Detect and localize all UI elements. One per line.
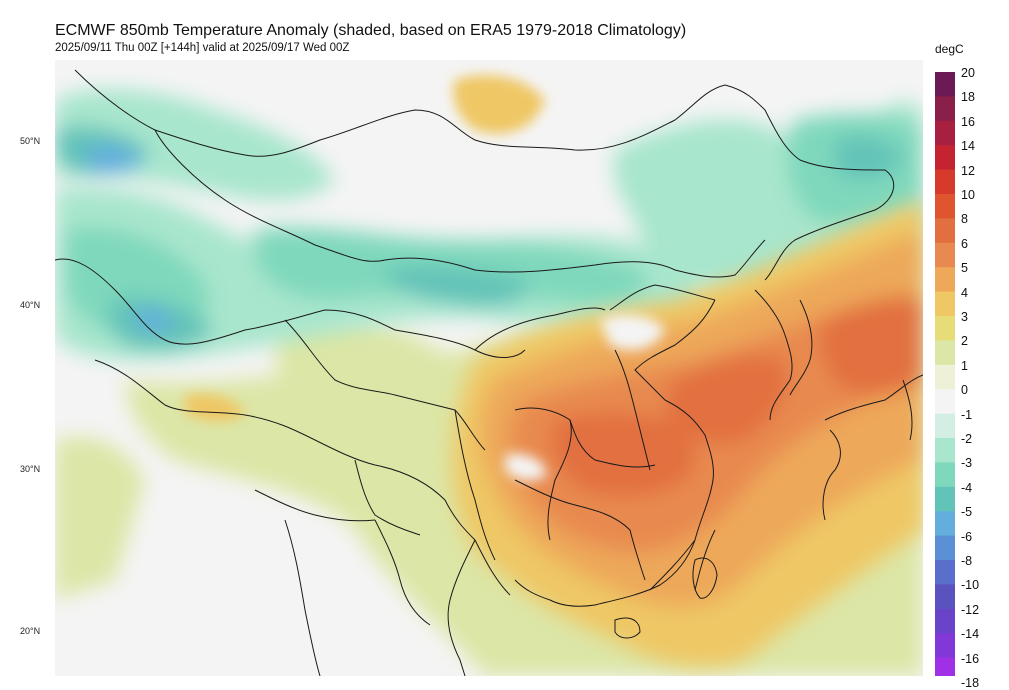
colorbar-swatch xyxy=(935,291,955,317)
colorbar xyxy=(935,72,955,690)
colorbar-swatch xyxy=(935,584,955,610)
colorbar-tick-label: -2 xyxy=(961,432,973,446)
colorbar-tick-label: 14 xyxy=(961,139,975,154)
anomaly-shading-warm xyxy=(452,200,923,667)
colorbar-swatch xyxy=(935,535,955,561)
colorbar-swatch xyxy=(935,462,955,488)
colorbar-unit: degC xyxy=(935,42,964,56)
colorbar-swatch xyxy=(935,657,955,683)
colorbar-swatch xyxy=(935,267,955,293)
colorbar-swatches xyxy=(935,72,955,690)
colorbar-swatch xyxy=(935,72,955,97)
colorbar-tick-label: 5 xyxy=(961,261,968,276)
colorbar-tick-label: -4 xyxy=(961,480,973,495)
colorbar-swatch xyxy=(935,218,955,244)
colorbar-swatch xyxy=(935,438,955,463)
colorbar-swatch xyxy=(935,340,955,366)
colorbar-tick-label: 20 xyxy=(961,66,975,80)
latitude-label-20n: 20°N xyxy=(20,626,41,636)
colorbar-tick-label: -3 xyxy=(961,456,973,471)
colorbar-swatch xyxy=(935,511,955,537)
colorbar-swatch xyxy=(935,560,955,585)
colorbar-swatch xyxy=(935,364,955,390)
colorbar-swatch xyxy=(935,316,955,341)
colorbar-tick-label: -12 xyxy=(961,602,980,617)
colorbar-swatch xyxy=(935,633,955,659)
colorbar-swatch xyxy=(935,194,955,219)
colorbar-tick-label: 4 xyxy=(961,285,968,300)
colorbar-tick-label: 18 xyxy=(961,90,975,105)
colorbar-tick-label: 16 xyxy=(961,114,975,129)
colorbar-tick-label: 3 xyxy=(961,310,968,324)
colorbar-swatch xyxy=(935,120,955,146)
colorbar-tick-label: 1 xyxy=(961,358,968,373)
islands-outline xyxy=(614,374,923,639)
anomaly-shading-patches xyxy=(185,75,665,481)
colorbar-tick-label: 6 xyxy=(961,236,968,251)
colorbar-tick-label: 8 xyxy=(961,212,968,227)
colorbar-swatch xyxy=(935,96,955,122)
colorbar-tick-label: -18 xyxy=(961,676,980,690)
colorbar-tick-label: 12 xyxy=(961,163,975,178)
colorbar-tick-label: -14 xyxy=(961,627,980,642)
colorbar-tick-label: -8 xyxy=(961,554,973,568)
colorbar-tick-label: -16 xyxy=(961,651,980,666)
colorbar-tick-label: -5 xyxy=(961,505,973,520)
colorbar-swatch xyxy=(935,413,955,439)
colorbar-tick-label: 10 xyxy=(961,188,975,202)
map-subtitle: 2025/09/11 Thu 00Z [+144h] valid at 2025… xyxy=(55,42,350,54)
colorbar-swatch xyxy=(935,169,955,195)
colorbar-tick-label: 0 xyxy=(961,383,968,398)
colorbar-swatch xyxy=(935,608,955,634)
colorbar-tick-label: -10 xyxy=(961,578,980,593)
colorbar-swatch xyxy=(935,486,955,512)
map-title: ECMWF 850mb Temperature Anomaly (shaded,… xyxy=(55,22,687,39)
colorbar-tick-label: 2 xyxy=(961,334,968,349)
colorbar-tick-label: -1 xyxy=(961,407,973,422)
latitude-label-30n: 30°N xyxy=(20,464,41,474)
map-borders xyxy=(55,69,895,676)
latitude-label-40n: 40°N xyxy=(20,300,41,310)
colorbar-swatch xyxy=(935,242,955,268)
colorbar-swatch xyxy=(935,389,955,415)
latitude-label-50n: 50°N xyxy=(20,136,41,146)
temperature-anomaly-map xyxy=(55,60,923,676)
map-canvas xyxy=(55,60,923,676)
colorbar-tick-label: -6 xyxy=(961,529,973,544)
colorbar-swatch xyxy=(935,145,955,171)
